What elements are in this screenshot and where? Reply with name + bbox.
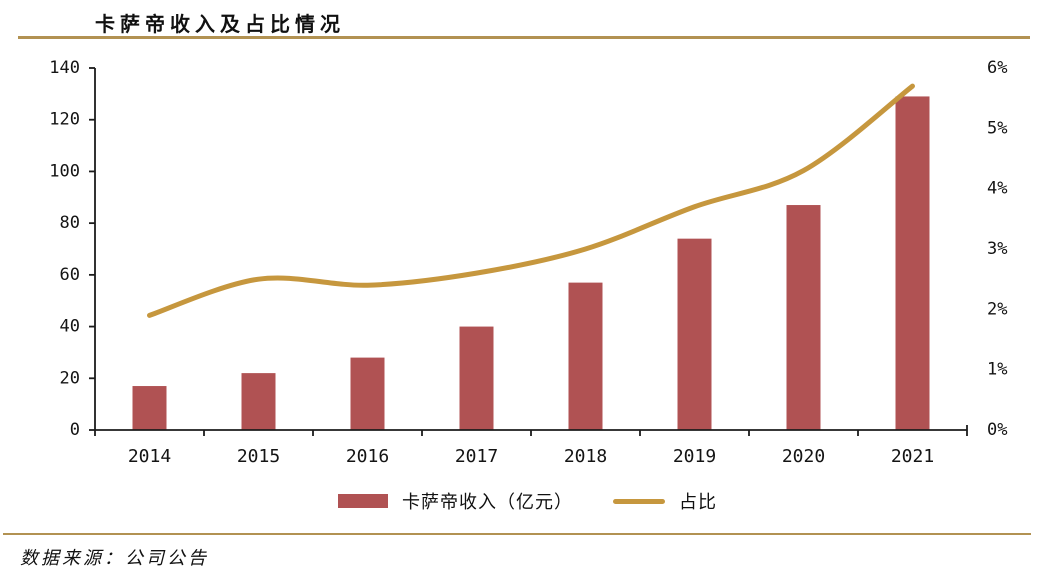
x-axis-year-label: 2018 [564,446,607,467]
right-axis-tick-label: 2% [987,299,1007,319]
bar-2019 [677,238,712,430]
bottom-divider-rule [3,533,1031,535]
legend-bar-swatch-icon [338,494,388,508]
legend-bar-label: 卡萨帝收入（亿元） [402,492,573,512]
left-axis-tick-label: 80 [60,213,80,233]
legend-line-swatch-icon [613,498,665,504]
axis-lines [94,68,967,431]
x-axis-year-label: 2020 [782,446,825,467]
chart-legend: 卡萨帝收入（亿元） 占比 [0,488,1055,514]
right-axis-tick-label: 4% [987,179,1007,199]
left-axis-tick-label: 140 [49,58,80,78]
bar-2016 [350,357,385,430]
left-axis-tick-label: 0 [70,420,80,440]
right-axis-tick-label: 5% [987,118,1007,138]
bar-2021 [895,96,930,430]
x-axis-year-label: 2016 [346,446,389,467]
right-axis-tick-label: 3% [987,239,1007,259]
left-axis-tick-label: 40 [60,317,80,337]
x-axis-year-label: 2014 [128,446,171,467]
data-source-note: 数据来源：公司公告 [20,548,209,568]
x-axis-year-label: 2017 [455,446,498,467]
legend-line-label: 占比 [679,492,717,512]
x-axis-year-label: 2019 [673,446,716,467]
right-axis-tick-label: 6% [987,58,1007,78]
combo-chart-canvas: 0 20 40 60 80 100 120 140 0% 1% 2% 3% 4% 5% 6% 2014 2015… [49,58,1007,467]
left-axis-tick-label: 60 [60,265,80,285]
x-axis-year-label: 2015 [237,446,280,467]
left-axis-tick-label: 100 [49,161,80,181]
right-axis-tick-label: 0% [987,420,1007,440]
left-axis-tick-label: 20 [60,368,80,388]
bar-2018 [568,282,603,430]
chart-title: 卡萨帝收入及占比情况 [95,14,345,36]
right-axis-tick-label: 1% [987,360,1007,380]
ratio-line-series [147,83,915,318]
bar-2015 [241,373,276,430]
bar-2020 [786,205,821,430]
left-axis-tick-label: 120 [49,110,80,130]
x-axis-year-label: 2021 [891,446,934,467]
top-divider-rule [18,36,1030,39]
bar-2017 [459,326,494,430]
bar-2014 [132,386,167,430]
